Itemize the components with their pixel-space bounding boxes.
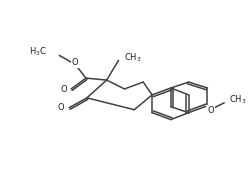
- Text: CH$_3$: CH$_3$: [124, 51, 142, 64]
- Text: O: O: [72, 58, 78, 67]
- Text: O: O: [207, 106, 214, 115]
- Text: H$_3$C: H$_3$C: [28, 45, 46, 58]
- Text: O: O: [58, 103, 64, 112]
- Text: O: O: [61, 85, 68, 94]
- Text: CH$_3$: CH$_3$: [229, 94, 247, 106]
